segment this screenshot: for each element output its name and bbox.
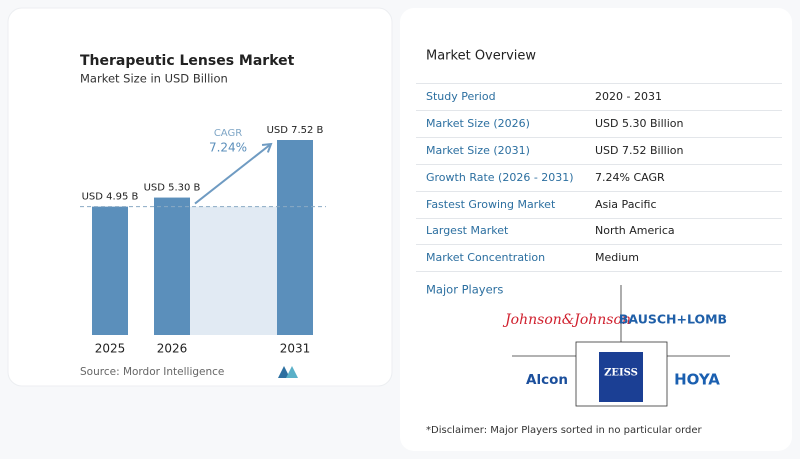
bar	[154, 197, 190, 335]
overview-value: 2020 - 2031	[595, 90, 662, 103]
overview-label: Largest Market	[426, 224, 509, 237]
logo-box	[575, 341, 668, 407]
overview-label: Market Concentration	[426, 251, 545, 264]
overview-value: Medium	[595, 251, 639, 264]
overview-label: Market Size (2026)	[426, 117, 530, 130]
overview-label: Growth Rate (2026 - 2031)	[426, 171, 574, 184]
value-label: USD 4.95 B	[82, 192, 139, 203]
cagr-label: CAGR	[214, 128, 242, 139]
bar	[277, 140, 313, 335]
cagr-arrow	[194, 143, 272, 205]
x-tick-label: 2025	[95, 342, 126, 356]
overview-label: Fastest Growing Market	[426, 198, 556, 211]
logo-alcon: Alcon	[526, 372, 568, 388]
logo-bausch: BAUSCH+LOMB	[619, 312, 727, 327]
zeiss-badge	[599, 352, 643, 402]
reference-area	[190, 206, 277, 335]
players-title: Major Players	[426, 283, 503, 297]
value-label: USD 7.52 B	[267, 125, 324, 136]
overview-value: 7.24% CAGR	[595, 171, 665, 184]
overview-title: Market Overview	[426, 49, 536, 64]
overview-value: North America	[595, 224, 675, 237]
source-logo	[278, 366, 298, 378]
overview-value: USD 7.52 Billion	[595, 144, 683, 157]
bar	[92, 206, 128, 335]
overview-value: USD 5.30 Billion	[595, 117, 683, 130]
overview-label: Study Period	[426, 90, 496, 103]
overview-value: Asia Pacific	[595, 198, 657, 211]
source: Source: Mordor Intelligence	[80, 366, 224, 378]
overview-card	[400, 8, 792, 451]
cagr-arrowhead	[261, 142, 273, 153]
x-tick-label: 2026	[157, 342, 188, 356]
chart-title: Therapeutic Lenses Market	[80, 53, 295, 69]
logo-jnj: Johnson&Johnson	[502, 312, 631, 328]
cagr-value: 7.24%	[209, 141, 247, 155]
chart-subtitle: Market Size in USD Billion	[80, 72, 228, 86]
overview-label: Market Size (2031)	[426, 144, 530, 157]
value-label: USD 5.30 B	[144, 183, 201, 194]
disclaimer: *Disclaimer: Major Players sorted in no …	[426, 425, 703, 436]
logo-zeiss: ZEISS	[604, 368, 638, 379]
x-tick-label: 2031	[280, 342, 311, 356]
logo-hoya: HOYA	[674, 371, 720, 389]
